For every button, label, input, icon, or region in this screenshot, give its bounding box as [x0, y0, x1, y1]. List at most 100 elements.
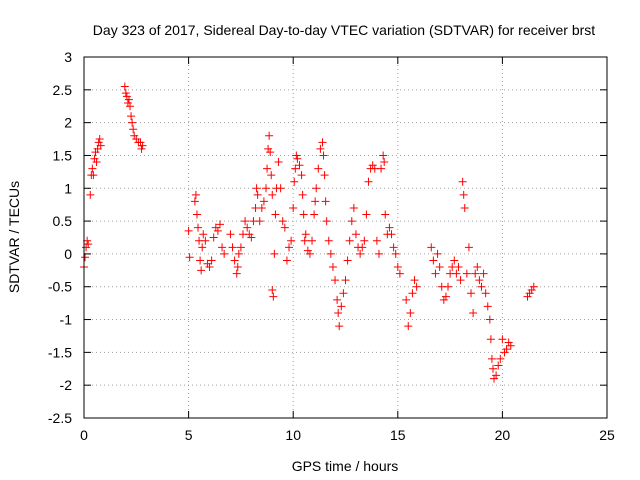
data-point-marker	[263, 164, 272, 173]
x-tick-label: 10	[285, 427, 301, 443]
data-point-marker	[271, 210, 280, 219]
data-point-marker	[379, 151, 388, 160]
data-point-marker	[218, 243, 227, 252]
y-tick-label: 0	[64, 246, 72, 262]
data-point-marker	[257, 203, 266, 212]
data-point-marker	[333, 295, 342, 304]
data-point-marker	[351, 230, 360, 239]
y-axis-label: SDTVAR / TECUs	[6, 181, 22, 293]
plot-frame	[83, 56, 608, 419]
data-point-marker	[310, 210, 319, 219]
data-point-marker	[95, 135, 104, 144]
data-point-marker	[395, 269, 404, 278]
data-point-marker	[408, 289, 417, 298]
data-point-marker	[318, 138, 327, 147]
data-point-marker	[124, 95, 133, 104]
data-point-marker	[391, 249, 400, 258]
data-point-marker	[213, 226, 222, 235]
data-point-marker	[136, 138, 145, 147]
data-point-marker	[321, 197, 330, 206]
data-point-marker	[360, 236, 369, 245]
data-point-marker	[429, 256, 438, 265]
y-tick-label: -1.5	[48, 344, 72, 360]
data-point-marker	[290, 177, 299, 186]
data-point-marker	[276, 184, 285, 193]
y-tick-label: 0.5	[53, 213, 73, 229]
data-point-marker	[504, 338, 513, 347]
data-point-marker	[91, 148, 100, 157]
data-point-marker	[362, 210, 371, 219]
data-point-marker	[199, 230, 208, 239]
data-point-marker	[287, 236, 296, 245]
data-point-marker	[479, 269, 488, 278]
data-point-marker	[488, 364, 497, 373]
data-point-marker	[454, 263, 463, 272]
data-point-marker	[128, 118, 137, 127]
data-point-marker	[293, 154, 302, 163]
data-point-marker	[247, 233, 256, 242]
data-point-marker	[322, 217, 331, 226]
data-point-marker	[270, 249, 279, 258]
data-point-marker	[490, 374, 499, 383]
data-point-marker	[506, 341, 515, 350]
data-point-marker	[233, 263, 242, 272]
axis-ticks: 0 5 10 15 20 25 -2.5 -2 -1.5 -1 -0.5 0 0.5 1 1.5 2 2.5 3	[48, 49, 615, 443]
x-tick-label: 20	[495, 427, 511, 443]
data-point-marker	[121, 89, 130, 98]
data-point-marker	[274, 158, 283, 167]
data-point-marker	[232, 269, 241, 278]
x-tick-label: 15	[390, 427, 406, 443]
data-point-marker	[475, 276, 484, 285]
data-point-marker	[90, 154, 99, 163]
data-point-marker	[295, 161, 304, 170]
data-point-marker	[337, 302, 346, 311]
data-point-marker	[292, 151, 301, 160]
data-point-marker	[439, 295, 448, 304]
data-point-marker	[184, 226, 193, 235]
data-point-marker	[328, 263, 337, 272]
data-point-marker	[308, 236, 317, 245]
data-point-marker	[126, 102, 135, 111]
data-point-marker	[268, 190, 277, 199]
data-point-marker	[481, 289, 490, 298]
data-point-marker	[393, 263, 402, 272]
data-point-marker	[456, 276, 465, 285]
y-tick-label: -2	[60, 377, 73, 393]
data-point-marker	[300, 236, 309, 245]
data-point-marker	[205, 263, 214, 272]
data-point-marker	[404, 322, 413, 331]
data-point-marker	[303, 246, 312, 255]
data-point-marker	[280, 223, 289, 232]
data-point-marker	[203, 259, 212, 268]
data-point-marker	[347, 217, 356, 226]
data-point-marker	[377, 164, 386, 173]
data-point-marker	[282, 256, 291, 265]
data-point-marker	[88, 164, 97, 173]
data-point-marker	[319, 151, 328, 160]
data-point-marker	[498, 335, 507, 344]
data-point-marker	[211, 223, 220, 232]
data-point-marker	[314, 164, 323, 173]
data-point-marker	[450, 256, 459, 265]
data-point-marker	[324, 236, 333, 245]
data-point-marker	[345, 236, 354, 245]
data-point-marker	[259, 197, 268, 206]
data-point-marker	[265, 131, 274, 140]
data-point-marker	[341, 276, 350, 285]
data-point-marker	[127, 112, 136, 121]
data-point-marker	[349, 203, 358, 212]
data-point-marker	[441, 292, 450, 301]
data-point-marker	[220, 249, 229, 258]
data-point-marker	[339, 289, 348, 298]
data-point-marker	[201, 236, 210, 245]
data-point-marker	[406, 308, 415, 317]
data-point-marker	[207, 256, 216, 265]
data-point-marker	[94, 138, 103, 147]
data-point-marker	[467, 289, 476, 298]
data-point-marker	[410, 276, 419, 285]
data-point-marker	[523, 292, 532, 301]
grid	[84, 57, 607, 418]
data-point-marker	[241, 217, 250, 226]
data-point-marker	[255, 217, 264, 226]
